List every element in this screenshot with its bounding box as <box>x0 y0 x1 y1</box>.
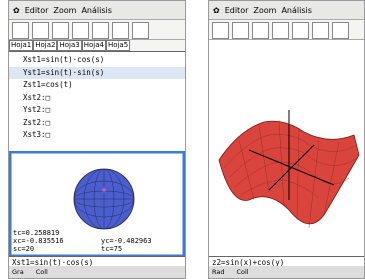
function-line[interactable]: Yst1=sin(t)·sin(s) <box>9 67 185 80</box>
function-line[interactable]: Xst3:□ <box>9 129 185 142</box>
tool-button[interactable] <box>212 22 229 39</box>
toolbar <box>209 20 364 40</box>
tab[interactable]: Hoja3 <box>57 40 81 51</box>
menu-item[interactable]: Zoom <box>53 6 76 15</box>
tool-button[interactable] <box>232 22 249 39</box>
tabs: Hoja1 Hoja2 Hoja3 Hoja4 Hoja5 <box>9 40 185 52</box>
coordinate: sc=20 <box>13 245 34 253</box>
tool-button[interactable] <box>312 22 329 39</box>
menu-item[interactable]: Editor <box>25 6 49 15</box>
menu-bar: ✿ Editor Zoom Análisis <box>209 1 364 20</box>
function-line[interactable]: Zst2:□ <box>9 117 185 130</box>
svg-text:+: + <box>101 185 107 196</box>
tool-button[interactable] <box>272 22 289 39</box>
tab[interactable]: Hoja4 <box>82 40 106 51</box>
tab[interactable]: Hoja5 <box>106 40 130 51</box>
tab[interactable]: Hoja1 <box>9 40 33 51</box>
function-line[interactable]: Yst2:□ <box>9 104 185 117</box>
menu-item[interactable]: Editor <box>225 6 249 15</box>
status-item: Gra <box>12 266 24 278</box>
coordinate: tc=0.258819 <box>13 229 59 237</box>
left-panel: ✿ Editor Zoom Análisis Hoja1 Hoja2 Hoja3… <box>8 0 186 279</box>
status-bar: Rad Coll <box>209 266 364 278</box>
coordinate: xc=-0.835516 <box>13 237 64 245</box>
menu-icon[interactable]: ✿ <box>213 6 220 15</box>
tab[interactable]: Hoja2 <box>33 40 57 51</box>
function-line[interactable]: Xst2:□ <box>9 92 185 105</box>
status-bar: Gra Coll <box>9 266 185 278</box>
menu-item[interactable]: Análisis <box>281 6 311 15</box>
function-list: Xst1=sin(t)·cos(s) Yst1=sin(t)·sin(s) Zs… <box>9 52 185 152</box>
tool-button[interactable] <box>332 22 349 39</box>
tool-button[interactable] <box>72 22 89 39</box>
graph-window <box>209 40 364 256</box>
tool-button[interactable] <box>92 22 109 39</box>
page: ✿ Editor Zoom Análisis Hoja1 Hoja2 Hoja3… <box>0 0 365 279</box>
menu-icon[interactable]: ✿ <box>13 6 20 15</box>
menu-bar: ✿ Editor Zoom Análisis <box>9 1 185 20</box>
toolbar <box>9 20 185 40</box>
menu-item[interactable]: Análisis <box>81 6 111 15</box>
tool-button[interactable] <box>132 22 149 39</box>
tool-button[interactable] <box>52 22 69 39</box>
right-panel: ✿ Editor Zoom Análisis z2=sin(x)+cos(y) … <box>208 0 365 279</box>
tool-button[interactable] <box>12 22 29 39</box>
status-item: Coll <box>36 266 48 278</box>
tool-button[interactable] <box>32 22 49 39</box>
tool-button[interactable] <box>112 22 129 39</box>
function-line[interactable]: Xst1=sin(t)·cos(s) <box>9 54 185 67</box>
coordinate: tc=75 <box>101 245 122 253</box>
tool-button[interactable] <box>292 22 309 39</box>
function-line[interactable]: Zst1=cos(t) <box>9 79 185 92</box>
tool-button[interactable] <box>252 22 269 39</box>
menu-item[interactable]: Zoom <box>253 6 276 15</box>
status-item: Rad <box>212 266 224 278</box>
status-item: Coll <box>236 266 248 278</box>
coordinate: yc=-0.482963 <box>101 237 152 245</box>
